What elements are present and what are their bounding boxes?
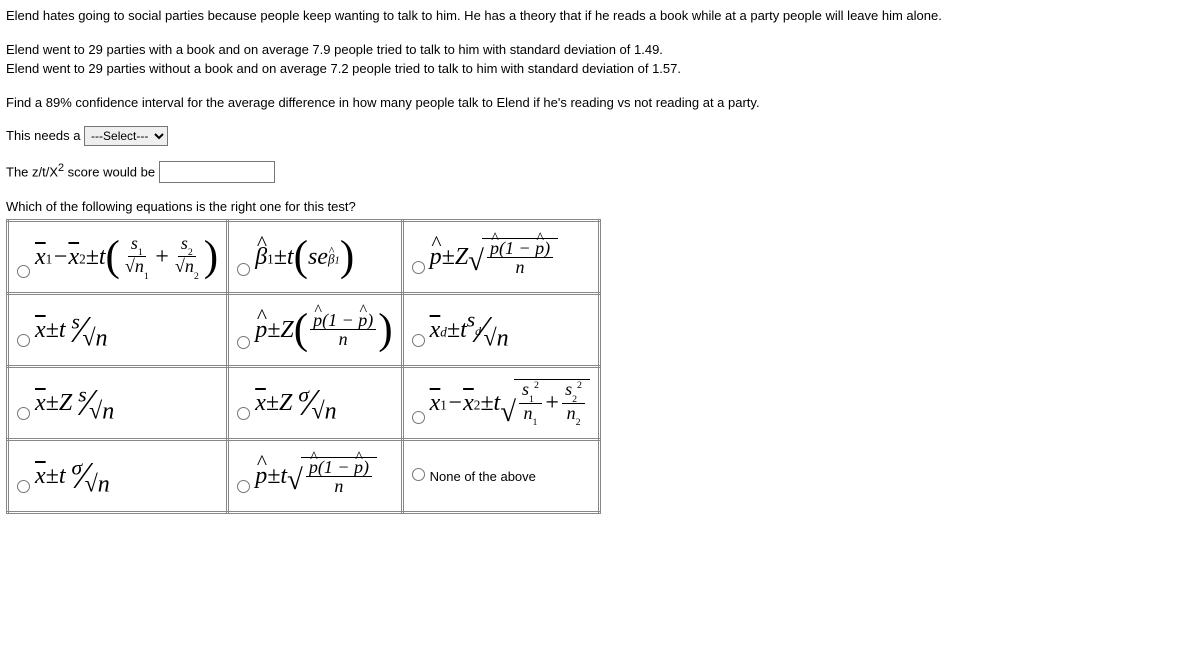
score-row: The z/t/X2 score would be bbox=[6, 160, 1194, 183]
eq-formula-12: None of the above bbox=[430, 470, 536, 483]
eq-formula-10: x ± t σ⁄√n bbox=[35, 457, 110, 495]
eq-formula-1: x1 − x2 ± t ( s1√n1 + s2√n2 ) bbox=[35, 234, 218, 280]
eq-radio-8[interactable] bbox=[237, 407, 250, 420]
task-text: Find a 89% confidence interval for the a… bbox=[6, 93, 1194, 113]
needs-row: This needs a ---Select--- bbox=[6, 126, 1194, 146]
score-input[interactable] bbox=[159, 161, 275, 183]
eq-formula-2: β1 ± t(seβ1) bbox=[255, 235, 354, 278]
needs-select[interactable]: ---Select--- bbox=[84, 126, 168, 146]
eq-radio-9[interactable] bbox=[412, 411, 425, 424]
eq-formula-4: x ± t s⁄√n bbox=[35, 311, 108, 349]
eq-formula-9: x1 − x2 ± t s12n1 + s22n2 bbox=[430, 379, 590, 426]
eq-radio-4[interactable] bbox=[17, 334, 30, 347]
eq-radio-6[interactable] bbox=[412, 334, 425, 347]
eq-formula-11: p ± t p(1 − p)n bbox=[255, 457, 377, 495]
eq-radio-1[interactable] bbox=[17, 265, 30, 278]
equation-question: Which of the following equations is the … bbox=[6, 197, 1194, 217]
eq-radio-12[interactable] bbox=[412, 468, 425, 481]
eq-radio-5[interactable] bbox=[237, 336, 250, 349]
score-label-a: The z/t/X bbox=[6, 164, 58, 179]
eq-radio-11[interactable] bbox=[237, 480, 250, 493]
intro-text: Elend hates going to social parties beca… bbox=[6, 6, 1194, 26]
score-label-b: score would be bbox=[64, 164, 159, 179]
eq-formula-5: p ± Z ( p(1 − p)n ) bbox=[255, 308, 392, 351]
data-line-2: Elend went to 29 parties without a book … bbox=[6, 59, 1194, 79]
eq-radio-2[interactable] bbox=[237, 263, 250, 276]
eq-radio-3[interactable] bbox=[412, 261, 425, 274]
eq-formula-6: xd ± t sd⁄√n bbox=[430, 311, 509, 349]
eq-formula-7: x ± Z s⁄√n bbox=[35, 384, 114, 422]
needs-label: This needs a bbox=[6, 128, 84, 143]
eq-radio-7[interactable] bbox=[17, 407, 30, 420]
eq-formula-3: p ± Z p(1 − p)n bbox=[430, 238, 558, 276]
eq-radio-10[interactable] bbox=[17, 480, 30, 493]
data-line-1: Elend went to 29 parties with a book and… bbox=[6, 40, 1194, 60]
eq-formula-8: x ± Z σ⁄√n bbox=[255, 384, 336, 422]
equation-table: x1 − x2 ± t ( s1√n1 + s2√n2 ) β1 ± t(seβ… bbox=[6, 219, 601, 514]
none-label: None of the above bbox=[430, 470, 536, 483]
